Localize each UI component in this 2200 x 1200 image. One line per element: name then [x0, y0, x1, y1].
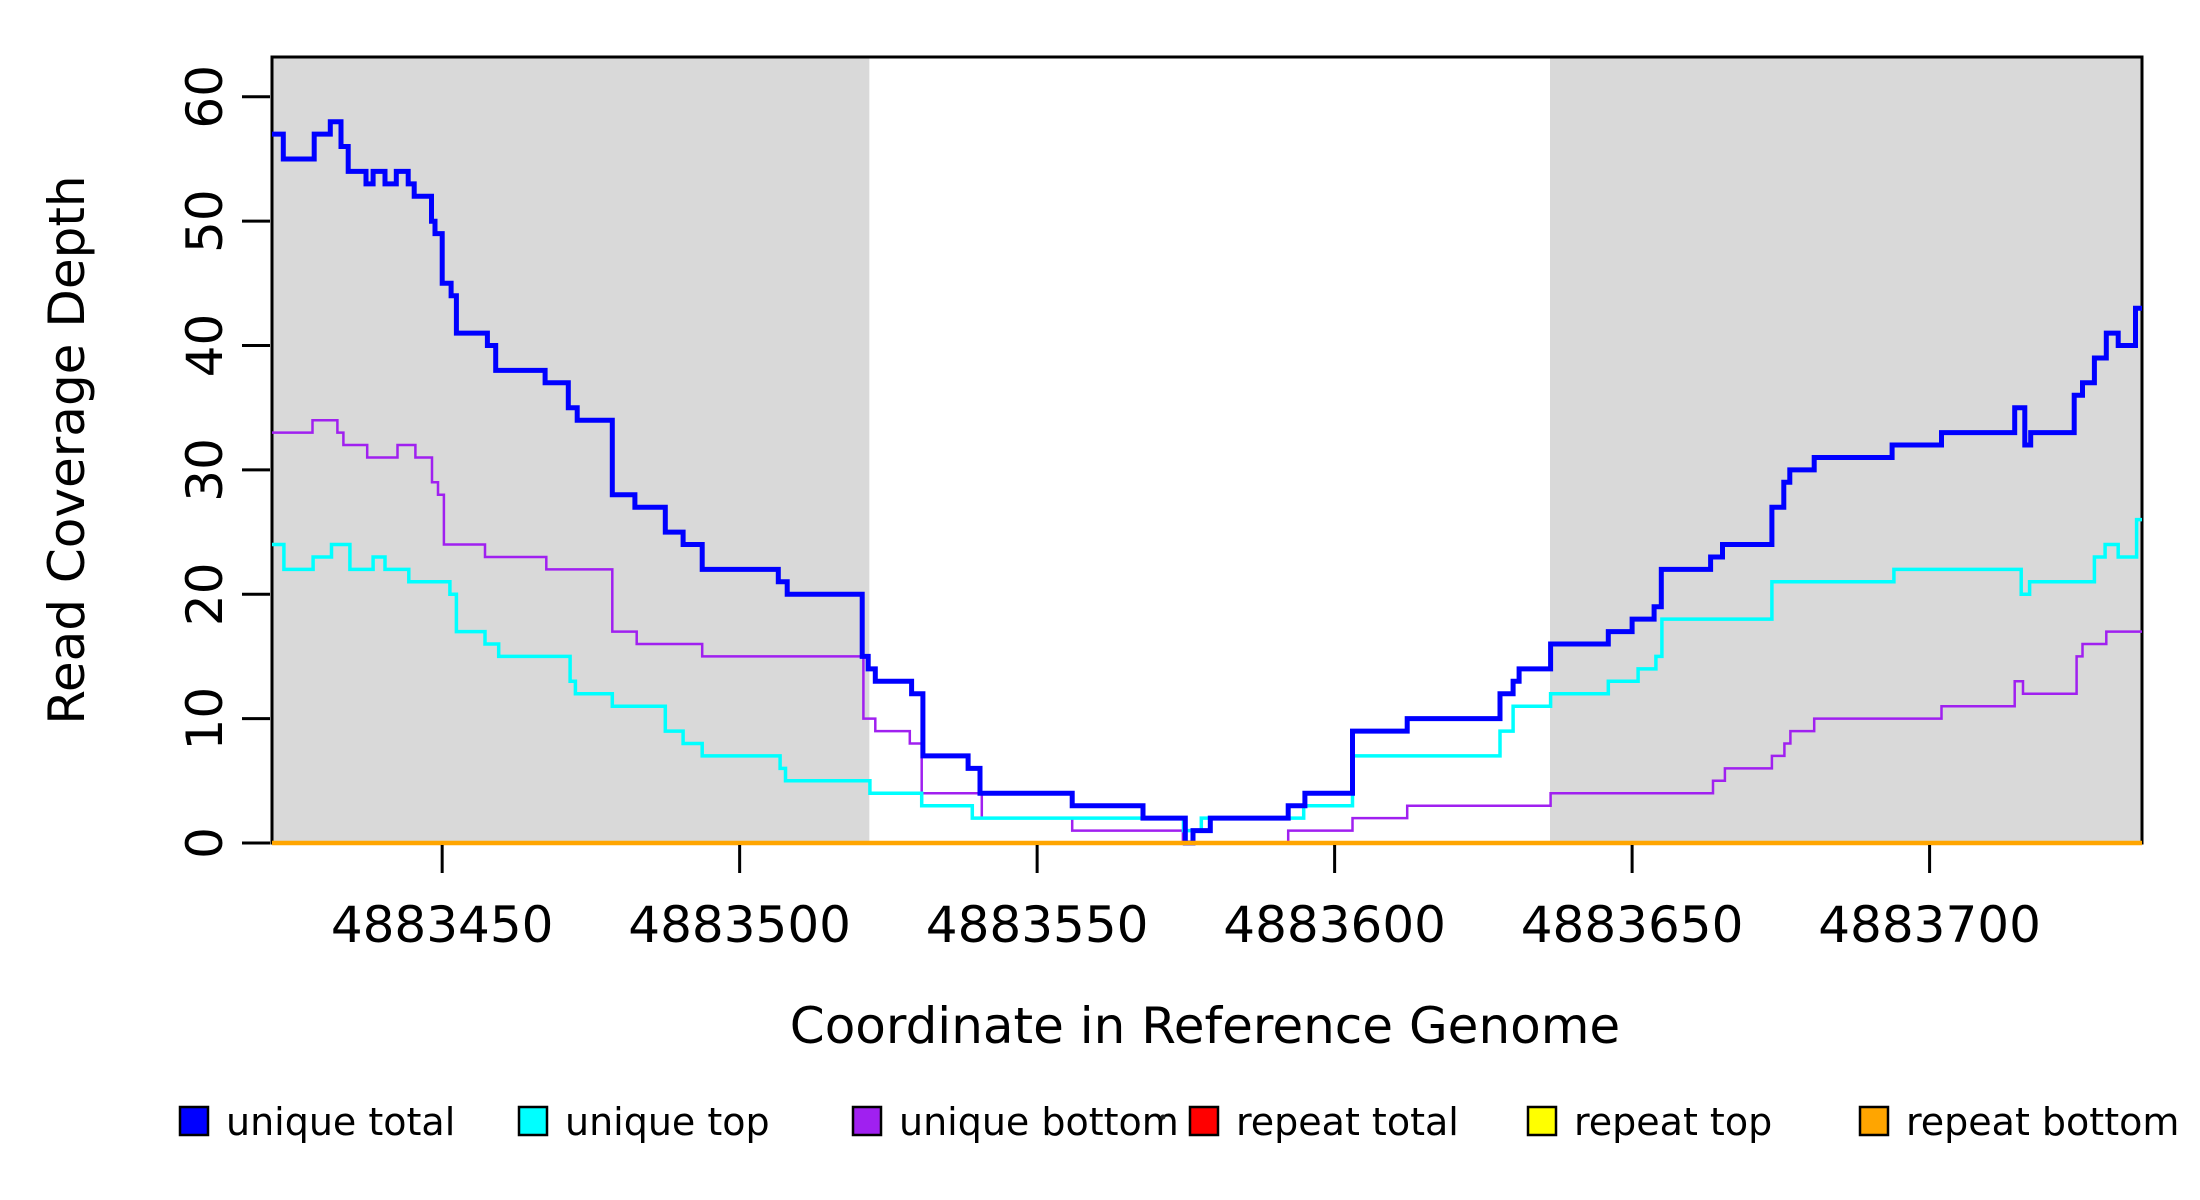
x-axis-title: Coordinate in Reference Genome [790, 997, 1620, 1055]
y-tick-label-0: 0 [176, 827, 234, 859]
legend-swatch-unique-bottom [851, 1105, 883, 1137]
series-line-unique-bottom [272, 418, 2142, 845]
legend-item-unique-total: unique total [178, 1100, 455, 1144]
legend-label-unique-total: unique total [226, 1100, 455, 1144]
legend-label-unique-bottom: unique bottom [899, 1100, 1179, 1144]
legend-swatch-unique-total [178, 1105, 210, 1137]
legend-label-repeat-top: repeat top [1574, 1100, 1772, 1144]
legend-swatch-repeat-top [1526, 1105, 1558, 1137]
stray-dot-artifact [1160, 1114, 1166, 1120]
legend-item-repeat-top: repeat top [1526, 1100, 1772, 1144]
legend-item-unique-bottom: unique bottom [851, 1100, 1179, 1144]
x-tick-label-5: 4883700 [1818, 896, 2041, 954]
legend-swatch-repeat-bottom [1858, 1105, 1890, 1137]
x-tick-label-0: 4883450 [331, 896, 554, 954]
series-line-unique-top [272, 517, 2142, 833]
x-tick-label-3: 4883600 [1223, 896, 1446, 954]
y-tick-label-1: 10 [176, 687, 234, 751]
legend-label-repeat-total: repeat total [1236, 1100, 1459, 1144]
y-axis-title: Read Coverage Depth [38, 175, 96, 724]
y-tick-label-4: 40 [176, 314, 234, 378]
left-gray-band [272, 57, 870, 843]
x-tick-label-2: 4883550 [926, 896, 1149, 954]
legend-label-repeat-bottom: repeat bottom [1906, 1100, 2179, 1144]
series-line-unique-total [272, 119, 2142, 846]
legend-swatch-repeat-total [1188, 1105, 1220, 1137]
legend-item-repeat-bottom: repeat bottom [1858, 1100, 2179, 1144]
y-tick-label-5: 50 [176, 189, 234, 253]
legend-item-repeat-total: repeat total [1188, 1100, 1459, 1144]
x-tick-label-4: 4883650 [1521, 896, 1744, 954]
right-gray-band [1550, 57, 2142, 843]
legend-item-unique-top: unique top [517, 1100, 770, 1144]
legend-swatch-unique-top [517, 1105, 549, 1137]
y-tick-label-3: 30 [176, 438, 234, 502]
x-tick-label-1: 4883500 [628, 896, 851, 954]
y-tick-label-6: 60 [176, 65, 234, 129]
y-tick-label-2: 20 [176, 562, 234, 626]
legend-label-unique-top: unique top [565, 1100, 770, 1144]
